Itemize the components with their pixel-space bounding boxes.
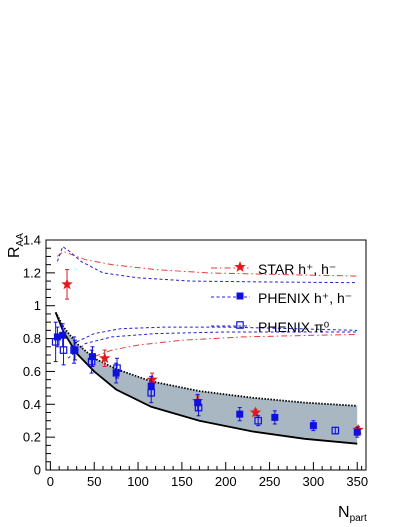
legend-marker [234, 261, 246, 272]
axis-ticks: 0 50 100 150 200 250 300 350 0 0.2 0.4 0.6 0.8 1 1.2 1.… [23, 233, 368, 490]
band-upper-line [54, 311, 358, 407]
data-point [51, 338, 60, 346]
x-tick-label: 100 [127, 474, 149, 489]
y-tick-label: 1.4 [23, 233, 41, 248]
data-point [59, 346, 68, 354]
y-tick-label: 0.6 [23, 364, 41, 379]
reference-curve-5 [67, 331, 358, 359]
data-point [99, 352, 111, 364]
data-point [271, 413, 279, 421]
legend-label: STAR h⁺, h⁻ [258, 261, 336, 277]
band-lower-line [54, 311, 358, 445]
data-point [53, 333, 61, 341]
y-axis-label: RAA [6, 233, 26, 258]
reference-curves [56, 245, 358, 359]
y-tick-label: 0.4 [23, 397, 41, 412]
x-tick-label: 150 [171, 474, 193, 489]
data-point [70, 346, 78, 354]
data-point [61, 278, 73, 290]
data-point [87, 357, 96, 366]
data-point [71, 346, 79, 354]
reference-curve-1 [57, 250, 358, 277]
data-point [194, 399, 202, 407]
data-point [331, 426, 340, 435]
x-axis-label-main: N [338, 504, 350, 521]
y-axis-label-main: R [6, 246, 23, 258]
data-point [309, 422, 317, 430]
x-tick-label: 350 [346, 474, 368, 489]
data-point [194, 403, 203, 412]
legend-label: PHENIX π⁰ [258, 319, 330, 335]
legend: STAR h⁺, h⁻ PHENIX h⁺, h⁻ PHENIX π⁰ [211, 261, 352, 335]
y-axis-label-subscript: AA [15, 233, 26, 247]
data-point [254, 416, 262, 425]
data-point [236, 410, 244, 418]
legend-marker [236, 321, 244, 329]
x-tick-label: 200 [215, 474, 237, 489]
legend-label: PHENIX h⁺, h⁻ [258, 290, 352, 306]
x-axis-label: Npart [338, 504, 367, 524]
model-band [54, 311, 358, 445]
reference-curve-3 [56, 245, 358, 284]
data-point [88, 353, 96, 361]
x-tick-label: 300 [303, 474, 325, 489]
band-fill [55, 312, 358, 444]
data-point [249, 406, 262, 418]
x-tick-label: 250 [259, 474, 281, 489]
y-tick-label: 1.2 [23, 265, 41, 280]
x-axis-label-subscript: part [350, 513, 367, 524]
legend-marker [236, 292, 244, 300]
y-tick-label: 0 [34, 463, 41, 478]
x-tick-label: 50 [87, 474, 101, 489]
data-point [112, 369, 120, 377]
data-point [353, 428, 361, 436]
data-point [146, 373, 158, 385]
data-point [147, 388, 156, 397]
reference-curve-4 [76, 326, 358, 343]
data-point [113, 364, 121, 372]
x-tick-label: 0 [47, 474, 54, 489]
reference-curve-2 [94, 334, 358, 358]
data-points [51, 269, 364, 438]
y-tick-label: 0.8 [23, 331, 41, 346]
y-tick-label: 1 [34, 298, 41, 313]
y-tick-label: 0.2 [23, 430, 41, 445]
